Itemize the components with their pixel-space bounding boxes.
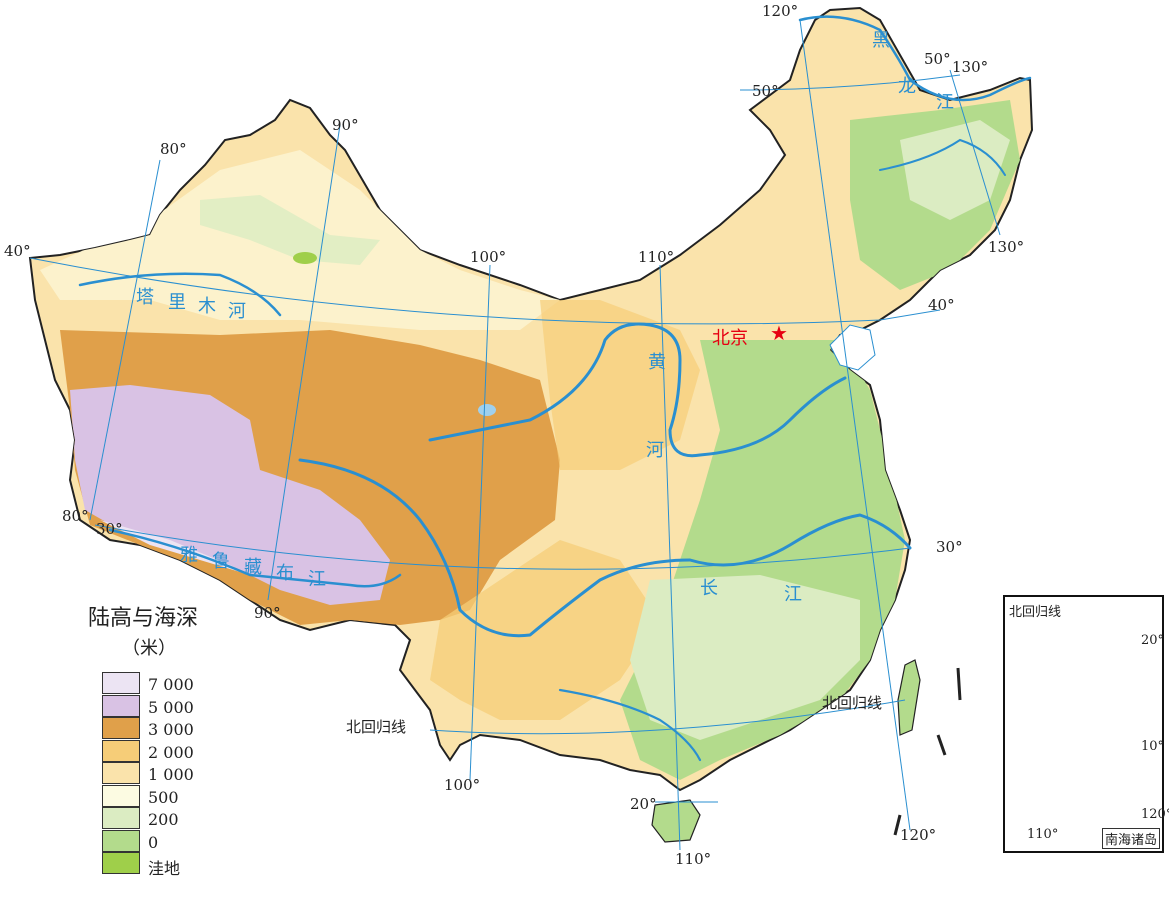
lat-label-40-right: 40°: [928, 296, 955, 314]
legend-label: 5 000: [148, 697, 194, 717]
lon-label-120-bottom: 120°: [900, 826, 937, 844]
lon-label-80-top: 80°: [160, 140, 187, 158]
legend-row: 500: [88, 784, 248, 808]
south-sea-inset: 北回归线 20° 10° 110° 120° 南海诸岛: [1003, 595, 1169, 853]
legend-swatch: [102, 694, 140, 717]
legend-label: 3 000: [148, 720, 194, 739]
river-label-yarlung-2: 鲁: [212, 551, 230, 572]
graticule: [29, 19, 1001, 851]
lat-label-30-left: 30°: [96, 520, 123, 538]
river-label-tarim-2: 里: [168, 292, 186, 313]
legend-label: 7 000: [148, 675, 194, 694]
high-plateau: [70, 385, 390, 605]
legend-label: 2 000: [148, 742, 194, 762]
river-label-tarim-4: 河: [228, 301, 246, 322]
legend-title: 陆高与海深: [88, 606, 199, 631]
legend-row: 3 000: [88, 717, 248, 740]
legend-swatch: [102, 672, 140, 694]
capital-label: 北京: [712, 328, 748, 349]
river-label-yarlung-5: 江: [308, 569, 326, 590]
lon-label-130-top: 130°: [952, 58, 989, 76]
turpan-depression: [293, 252, 317, 264]
yarlung-river: [108, 528, 402, 588]
river-label-yangtze-1: 长: [700, 578, 718, 599]
river-label-heilong-1: 黑: [872, 30, 890, 51]
legend-unit: （米）: [122, 638, 176, 659]
river-label-yarlung-3: 藏: [244, 557, 262, 578]
lon-label-130-bottom: 130°: [988, 238, 1025, 256]
legend-swatch: [102, 717, 140, 739]
lat-label-50-left: 50°: [752, 82, 779, 100]
lon-label-90-top: 90°: [332, 116, 359, 134]
lon-label-80-bottom: 80°: [62, 507, 89, 525]
lat-label-50-right: 50°: [924, 50, 951, 68]
river-label-yarlung-4: 布: [276, 563, 294, 584]
legend-row: 2 000: [88, 739, 248, 763]
lat-label-30-right: 30°: [936, 538, 963, 556]
pearl-river: [558, 688, 702, 762]
inset-lat-20: 20°: [1141, 633, 1165, 648]
yunnan-guizhou: [430, 540, 660, 720]
legend-row: 0: [88, 829, 248, 853]
river-label-heilong-3: 江: [936, 92, 954, 113]
legend-swatch: [102, 739, 140, 762]
bohai-sea: [829, 324, 876, 371]
tropic-label-left: 北回归线: [346, 718, 407, 736]
lon-label-110-top: 110°: [638, 248, 675, 266]
tropic-label-right: 北回归线: [822, 694, 883, 712]
legend-label: 200: [148, 810, 179, 829]
elevation-legend: 陆高与海深 （米） 7 000 5 000 3 000 2 000 1 000 500 20…: [88, 600, 248, 878]
inset-lon-110: 110°: [1027, 827, 1059, 842]
lon-label-100-top: 100°: [470, 248, 507, 266]
taiwan-island: [897, 659, 921, 736]
legend-swatch: [102, 784, 140, 807]
legend-row: 5 000: [88, 694, 248, 718]
inset-title: 南海诸岛: [1101, 828, 1160, 849]
legend-row: 洼地: [88, 852, 248, 878]
legend-swatch: [102, 829, 140, 852]
tarim-river: [78, 272, 282, 317]
loess-plateau: [540, 300, 700, 470]
legend-swatch: [102, 852, 140, 874]
lat-label-40-left: 40°: [4, 242, 31, 260]
legend-label: 洼地: [148, 859, 181, 878]
river-label-heilong-2: 龙: [898, 76, 916, 97]
qinghai-lake: [478, 404, 496, 416]
rivers: [78, 15, 1032, 762]
lon-label-120-top: 120°: [762, 2, 799, 20]
inset-lat-10: 10°: [1141, 739, 1165, 754]
river-label-yarlung-1: 雅: [180, 545, 198, 566]
beijing-star-icon: ★: [770, 321, 788, 345]
river-label-yellow-2: 河: [646, 440, 664, 461]
lon-label-110-bottom: 110°: [675, 850, 712, 868]
river-label-tarim-3: 木: [198, 296, 216, 317]
lat-label-20: 20°: [630, 795, 657, 813]
heilong-river: [798, 15, 1032, 102]
legend-rows: 7 000 5 000 3 000 2 000 1 000 500 200 0 洼地: [88, 672, 248, 878]
legend-swatch: [102, 762, 140, 784]
lon-label-90-bottom: 90°: [254, 604, 281, 622]
inset-tropic-label: 北回归线: [1009, 601, 1062, 620]
legend-row: 1 000: [88, 762, 248, 785]
northeast-hills: [900, 120, 1010, 220]
legend-label: 0: [148, 832, 159, 852]
legend-swatch: [102, 807, 140, 829]
inset-lon-120: 120°: [1141, 807, 1169, 822]
lon-label-100-bottom: 100°: [444, 776, 481, 794]
river-label-yellow-1: 黄: [648, 352, 666, 373]
legend-label: 1 000: [148, 765, 194, 784]
yellow-river: [428, 322, 847, 458]
yangtze-river: [298, 458, 912, 638]
nine-dash-segments: [893, 667, 962, 836]
river-label-tarim-1: 塔: [136, 287, 154, 308]
tianshan-green: [200, 195, 380, 265]
southeast-hills: [630, 575, 860, 740]
hainan-island: [651, 799, 701, 843]
legend-label: 500: [148, 787, 179, 807]
river-label-yangtze-2: 江: [784, 584, 802, 605]
songhua-river: [879, 138, 1006, 176]
legend-row: 7 000: [88, 672, 248, 695]
legend-row: 200: [88, 807, 248, 830]
